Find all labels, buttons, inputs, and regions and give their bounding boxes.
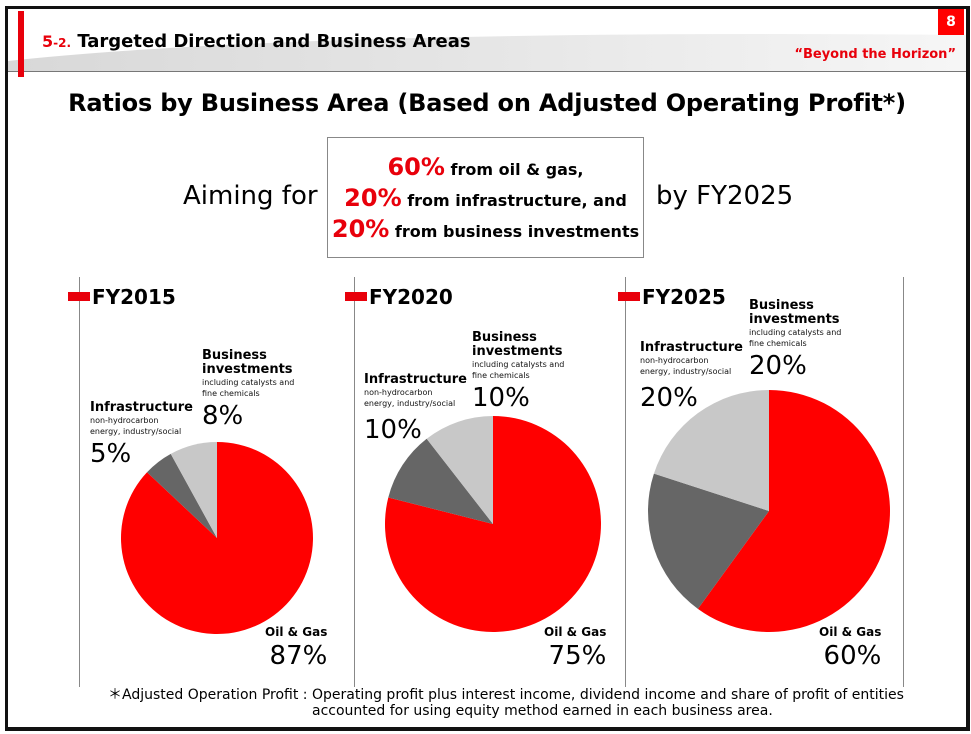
slice-oil-gas xyxy=(120,442,313,634)
label-oil-gas-fy2025: Oil & Gas 60% xyxy=(819,625,882,671)
footnote-text: Operating profit plus interest income, d… xyxy=(311,687,904,719)
slice-infrastructure xyxy=(147,453,217,538)
target-line: 20% from business investments xyxy=(331,215,640,243)
label-infrastructure-fy2015: Infrastructure non-hydrocarbon energy, i… xyxy=(90,400,193,470)
header-swoosh xyxy=(8,34,966,71)
value-label: 5% xyxy=(90,439,132,469)
chart-title-fy2025: FY2025 xyxy=(618,285,726,309)
value-label: 20% xyxy=(640,383,698,413)
slice-infrastructure xyxy=(388,438,493,524)
target-line: 60% from oil & gas, xyxy=(387,153,584,181)
label-business-fy2015: Business investments including catalysts… xyxy=(202,348,295,432)
page-title: Ratios by Business Area (Based on Adjust… xyxy=(68,89,906,117)
pie-fy2015 xyxy=(120,442,313,634)
label-infrastructure-fy2020: Infrastructure non-hydrocarbon energy, i… xyxy=(364,372,467,446)
value-label: 10% xyxy=(472,383,530,413)
target-pct: 20% xyxy=(331,215,390,243)
label-oil-gas-fy2015: Oil & Gas 87% xyxy=(265,625,328,671)
value-label: 75% xyxy=(548,641,607,671)
header-divider xyxy=(8,71,966,72)
title-marker xyxy=(68,292,90,301)
column-divider xyxy=(354,277,355,687)
label-business-fy2020: Business investments including catalysts… xyxy=(472,330,565,414)
value-label: 10% xyxy=(364,415,422,445)
target-box: 60% from oil & gas, 20% from infrastruct… xyxy=(327,137,644,258)
value-label: 20% xyxy=(749,351,807,381)
header-accent-bar xyxy=(18,11,24,77)
label-oil-gas-fy2020: Oil & Gas 75% xyxy=(544,625,607,671)
target-pct: 20% xyxy=(344,184,402,212)
target-line: 20% from infrastructure, and xyxy=(344,184,627,212)
slice-business-investments xyxy=(653,390,769,511)
chart-title-fy2020: FY2020 xyxy=(345,285,453,309)
label-business-fy2025: Business investments including catalysts… xyxy=(749,298,842,382)
slice-infrastructure xyxy=(647,473,769,609)
target-prefix: Aiming for xyxy=(183,181,318,211)
slice-business-investments xyxy=(170,442,217,538)
label-infrastructure-fy2025: Infrastructure non-hydrocarbon energy, i… xyxy=(640,340,743,414)
column-divider xyxy=(625,277,626,687)
tagline: “Beyond the Horizon” xyxy=(794,47,956,62)
slice-oil-gas xyxy=(384,416,601,632)
target-pct: 60% xyxy=(387,153,445,181)
title-marker xyxy=(618,292,640,301)
footnote: ＊Adjusted Operation Profit : Operating p… xyxy=(108,687,904,719)
section-number: 5-2. xyxy=(42,32,72,51)
section-title-text: Targeted Direction and Business Areas xyxy=(77,31,471,52)
section-title: 5-2. Targeted Direction and Business Are… xyxy=(42,31,471,52)
value-label: 8% xyxy=(202,401,244,431)
slice-oil-gas xyxy=(697,390,891,632)
page-number: 8 xyxy=(938,9,964,35)
slide: 5-2. Targeted Direction and Business Are… xyxy=(5,6,970,731)
pie-fy2025 xyxy=(647,390,891,632)
column-divider xyxy=(79,277,80,687)
pie-fy2020 xyxy=(384,416,601,632)
title-marker xyxy=(345,292,367,301)
column-divider xyxy=(903,277,904,687)
slice-business-investments xyxy=(426,416,493,524)
chart-title-fy2015: FY2015 xyxy=(68,285,176,309)
target-suffix: by FY2025 xyxy=(656,181,794,211)
footnote-key: ＊Adjusted Operation Profit : xyxy=(108,687,308,703)
value-label: 87% xyxy=(269,641,328,671)
value-label: 60% xyxy=(823,641,882,671)
